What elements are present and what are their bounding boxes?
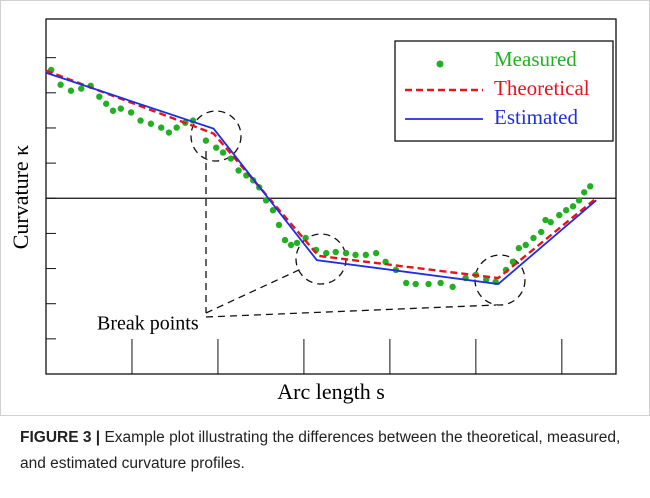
measured-point <box>235 167 242 174</box>
measured-point <box>96 93 103 100</box>
measured-point <box>202 137 210 144</box>
measured-point <box>538 228 545 236</box>
caption: FIGURE 3 | Example plot illustrating the… <box>20 425 630 477</box>
leader-line <box>205 268 302 314</box>
measured-point <box>287 241 295 249</box>
chart: Break points Arc length s Curvature κ Me… <box>8 18 617 404</box>
measured-point <box>57 81 64 88</box>
legend-label: Estimated <box>494 105 578 129</box>
measured-point <box>569 203 577 210</box>
measured-point <box>173 124 180 131</box>
measured-point <box>522 241 529 249</box>
measured-point <box>302 234 309 242</box>
measured-point <box>437 279 444 287</box>
measured-point <box>425 280 432 288</box>
measured-point <box>403 279 410 287</box>
measured-point <box>158 124 165 131</box>
measured-point <box>352 251 359 259</box>
break-circle <box>474 254 526 306</box>
measured-point <box>412 280 419 288</box>
measured-point <box>165 129 173 136</box>
measured-point <box>580 189 588 196</box>
grid <box>45 18 617 375</box>
measured-point <box>530 234 537 242</box>
measured-point <box>127 109 135 116</box>
measured-point <box>147 120 155 127</box>
measured-point <box>332 248 339 256</box>
caption-text: Example plot illustrating the difference… <box>20 429 621 472</box>
x-axis-label: Arc length s <box>277 379 385 404</box>
series-line <box>45 71 597 285</box>
measured-point <box>547 218 554 226</box>
measured-point <box>515 244 523 252</box>
measured-point <box>587 183 594 190</box>
measured-point <box>117 105 124 112</box>
measured-point <box>575 197 583 204</box>
measured-point <box>67 87 75 94</box>
leader-line <box>205 304 497 318</box>
measured-point <box>109 107 117 114</box>
series-line <box>45 69 597 280</box>
plot-frame <box>45 18 617 375</box>
caption-label: FIGURE 3 | <box>20 429 101 446</box>
measured-point <box>342 249 350 257</box>
measured-point <box>102 100 110 107</box>
measured-point <box>269 207 277 214</box>
measured-point <box>137 117 144 124</box>
measured-point <box>281 236 289 244</box>
measured-point <box>293 239 301 247</box>
legend: Measured Theoretical Estimated <box>394 40 614 142</box>
measured-point <box>323 249 330 257</box>
measured-point <box>219 149 227 156</box>
measured-point <box>562 207 570 214</box>
measured-point <box>449 283 456 291</box>
measured-point <box>275 221 283 229</box>
break-circle <box>295 233 347 285</box>
break-circle <box>190 110 242 162</box>
annotation: Break points <box>97 313 199 335</box>
measured-point <box>556 211 563 219</box>
figure-frame: Break points Arc length s Curvature κ Me… <box>0 0 650 416</box>
legend-label: Theoretical <box>494 76 590 100</box>
measured-point <box>362 251 370 259</box>
measured-point <box>227 155 235 162</box>
measured-point <box>372 249 380 257</box>
measured-point <box>78 85 85 92</box>
break-point-markers <box>190 110 526 318</box>
measured-point <box>213 144 220 151</box>
y-axis-label: Curvature κ <box>8 145 33 250</box>
legend-label: Measured <box>494 47 577 71</box>
measured-point <box>542 216 549 224</box>
legend-swatch <box>436 60 444 68</box>
